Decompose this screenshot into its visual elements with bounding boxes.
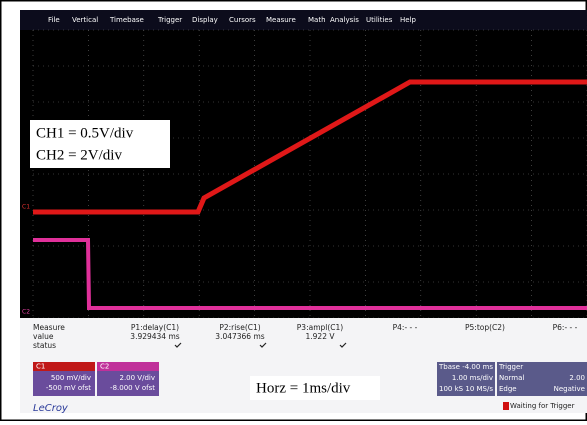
- setting: -4.00 ms: [462, 363, 493, 371]
- annotation-box: [250, 376, 380, 400]
- setting: Edge: [499, 385, 517, 393]
- status-check: [174, 342, 182, 348]
- menu-item: Measure: [266, 16, 296, 24]
- grid: [32, 29, 587, 319]
- annotation-box: [30, 120, 170, 168]
- c1-trace: [33, 79, 587, 215]
- c1-marker: C1: [22, 204, 30, 211]
- setting: 10 MS/s: [465, 385, 493, 393]
- timebase-box: [437, 362, 495, 396]
- annotation: CH1 = 0.5V/div: [36, 125, 134, 141]
- row-label: Measure: [33, 323, 65, 332]
- annotation: Horz = 1ms/div: [256, 380, 351, 396]
- param-name: P2:rise(C1): [219, 323, 260, 332]
- annotation: CH2 = 2V/div: [36, 147, 122, 163]
- channel-header: [97, 362, 159, 371]
- setting: Trigger: [498, 363, 523, 371]
- status-check: [259, 342, 267, 348]
- param-value: 3.929434 ms: [130, 332, 179, 341]
- setting: 100 kS: [439, 385, 464, 393]
- row-label: status: [33, 341, 56, 350]
- channel-offset: -8.000 V ofst: [110, 384, 155, 392]
- menu-item: File: [48, 16, 60, 24]
- timebase: Tbase -4.00 ms 1.00 ms/div 100 kS 10 MS/s Tri…: [438, 363, 585, 393]
- channel-header: [33, 362, 95, 371]
- setting: 2.00: [569, 374, 585, 382]
- status-check: [339, 342, 347, 348]
- channel-offset: -500 mV ofst: [46, 384, 91, 392]
- param-name: P6:- - -: [553, 323, 578, 332]
- menu-item: Display: [192, 16, 218, 24]
- setting: Negative: [554, 385, 585, 393]
- menu-item: Timebase: [109, 16, 144, 24]
- menu: File Vertical Timebase Trigger Display Cursor…: [48, 16, 417, 24]
- menu-item: Help: [400, 16, 417, 24]
- param-name: P5:top(C2): [465, 323, 505, 332]
- channels: C1 500 mV/div -500 mV ofst C2 2.00 V/div -8.0…: [36, 363, 155, 393]
- param-value: 3.047366 ms: [215, 332, 264, 341]
- menu-item: Analysis: [330, 16, 359, 24]
- channel-scale: 2.00 V/div: [120, 374, 156, 382]
- setting: 1.00 ms/div: [452, 374, 493, 382]
- status-led: [503, 402, 509, 410]
- param-name: P1:delay(C1): [131, 323, 179, 332]
- menu-item: Vertical: [72, 16, 98, 24]
- channel-name: C1: [36, 363, 45, 371]
- row-label: value: [33, 332, 54, 341]
- trigger-box: [497, 362, 587, 396]
- menu-item: Cursors: [229, 16, 256, 24]
- param-name: P3:ampl(C1): [297, 323, 344, 332]
- status: Waiting for Trigger: [510, 402, 575, 410]
- menu-bar: [20, 10, 587, 30]
- param-name: P4:- - -: [393, 323, 418, 332]
- brand: LeCroy: [33, 403, 69, 414]
- menu-item: Trigger: [157, 16, 182, 24]
- param-value: 1.922 V: [306, 332, 336, 341]
- setting: Normal: [499, 374, 524, 382]
- channel-name: C2: [100, 363, 109, 371]
- c2-trace: [33, 238, 587, 310]
- menu-item: Math: [308, 16, 326, 24]
- channel-scale: 500 mV/div: [51, 374, 91, 382]
- setting: Tbase: [438, 363, 460, 371]
- menu-item: Utilities: [366, 16, 393, 24]
- c2-marker: C2: [22, 309, 30, 316]
